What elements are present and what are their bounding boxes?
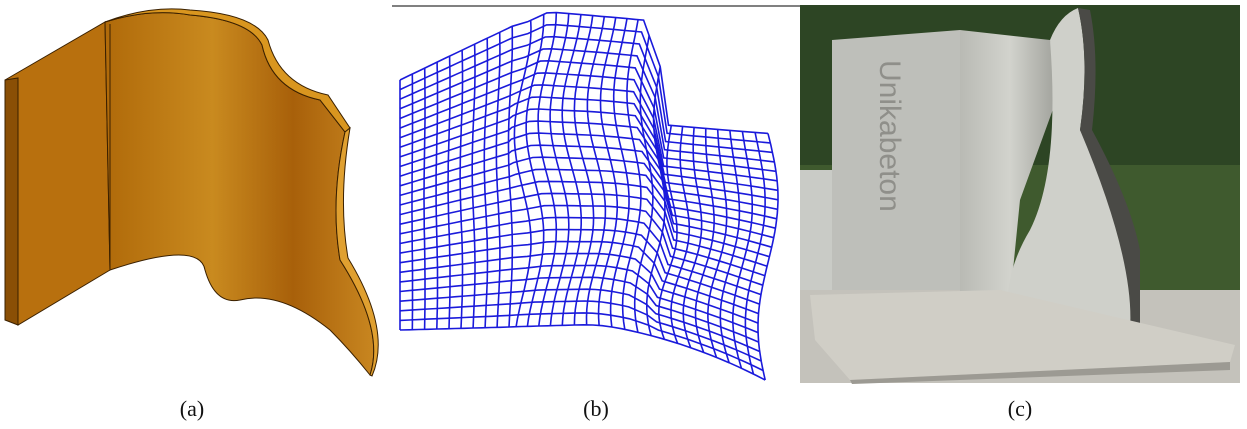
reinforcement-mesh [400,13,778,380]
caption: (a) [180,396,204,421]
mesh-line [400,13,768,134]
figure: Unikabeton (a) (b) (c) [0,0,1247,429]
caption: (c) [1008,396,1032,421]
mesh-line [400,25,770,143]
caption: (b) [583,396,609,421]
cad-model [5,9,378,376]
engraved-text: Unikabeton [873,60,906,212]
photo: Unikabeton [800,5,1240,384]
mesh-line [400,289,760,351]
